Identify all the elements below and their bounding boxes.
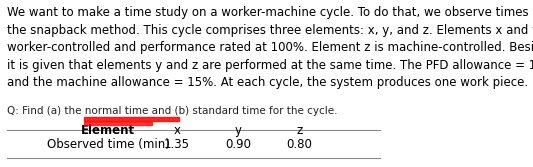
Text: 0.90: 0.90	[225, 138, 251, 151]
Text: Q: Find (a) the normal time and (b) standard time for the cycle.: Q: Find (a) the normal time and (b) stan…	[7, 106, 337, 116]
Text: y: y	[235, 124, 241, 137]
Text: 1.35: 1.35	[164, 138, 190, 151]
Text: 0.80: 0.80	[286, 138, 312, 151]
Text: z: z	[296, 124, 302, 137]
Text: Element: Element	[81, 124, 135, 137]
Text: x: x	[174, 124, 181, 137]
Polygon shape	[84, 117, 179, 121]
Text: We want to make a time study on a worker-machine cycle. To do that, we observe t: We want to make a time study on a worker…	[7, 6, 533, 89]
Text: Observed time (min): Observed time (min)	[47, 138, 170, 151]
Polygon shape	[84, 122, 152, 125]
